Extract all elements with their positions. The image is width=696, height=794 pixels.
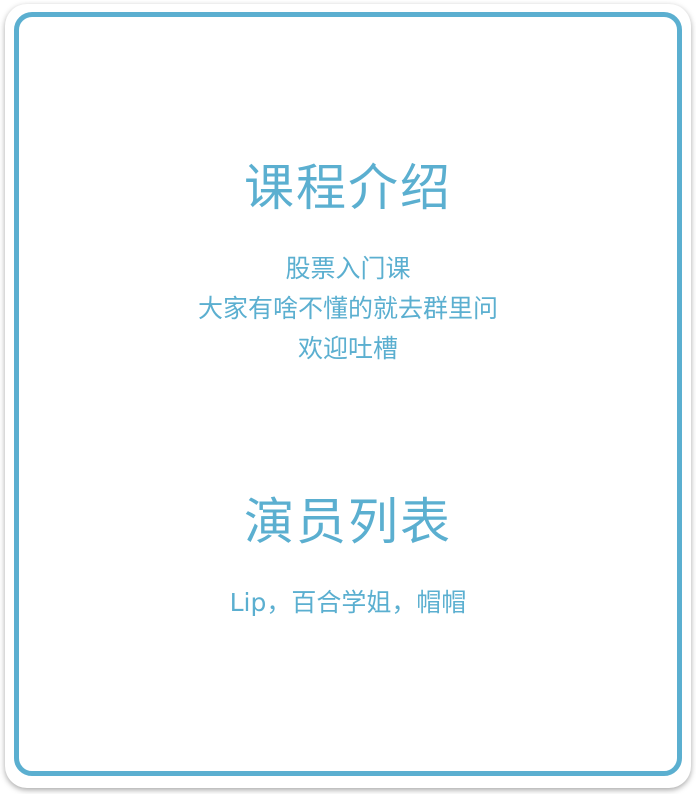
info-card: 课程介绍 股票入门课 大家有啥不懂的就去群里问 欢迎吐槽 演员列表 Lip，百合… — [14, 12, 682, 776]
course-intro-line-3: 欢迎吐槽 — [297, 334, 398, 363]
cast-list-body: Lip，百合学姐，帽帽 — [229, 588, 467, 617]
course-intro-line-2: 大家有啥不懂的就去群里问 — [197, 294, 498, 323]
course-intro-line-1: 股票入门课 — [285, 254, 411, 283]
cast-list-title: 演员列表 — [244, 493, 452, 551]
course-intro-body: 股票入门课 大家有啥不懂的就去群里问 欢迎吐槽 — [19, 249, 677, 369]
course-intro-title: 课程介绍 — [244, 159, 452, 217]
